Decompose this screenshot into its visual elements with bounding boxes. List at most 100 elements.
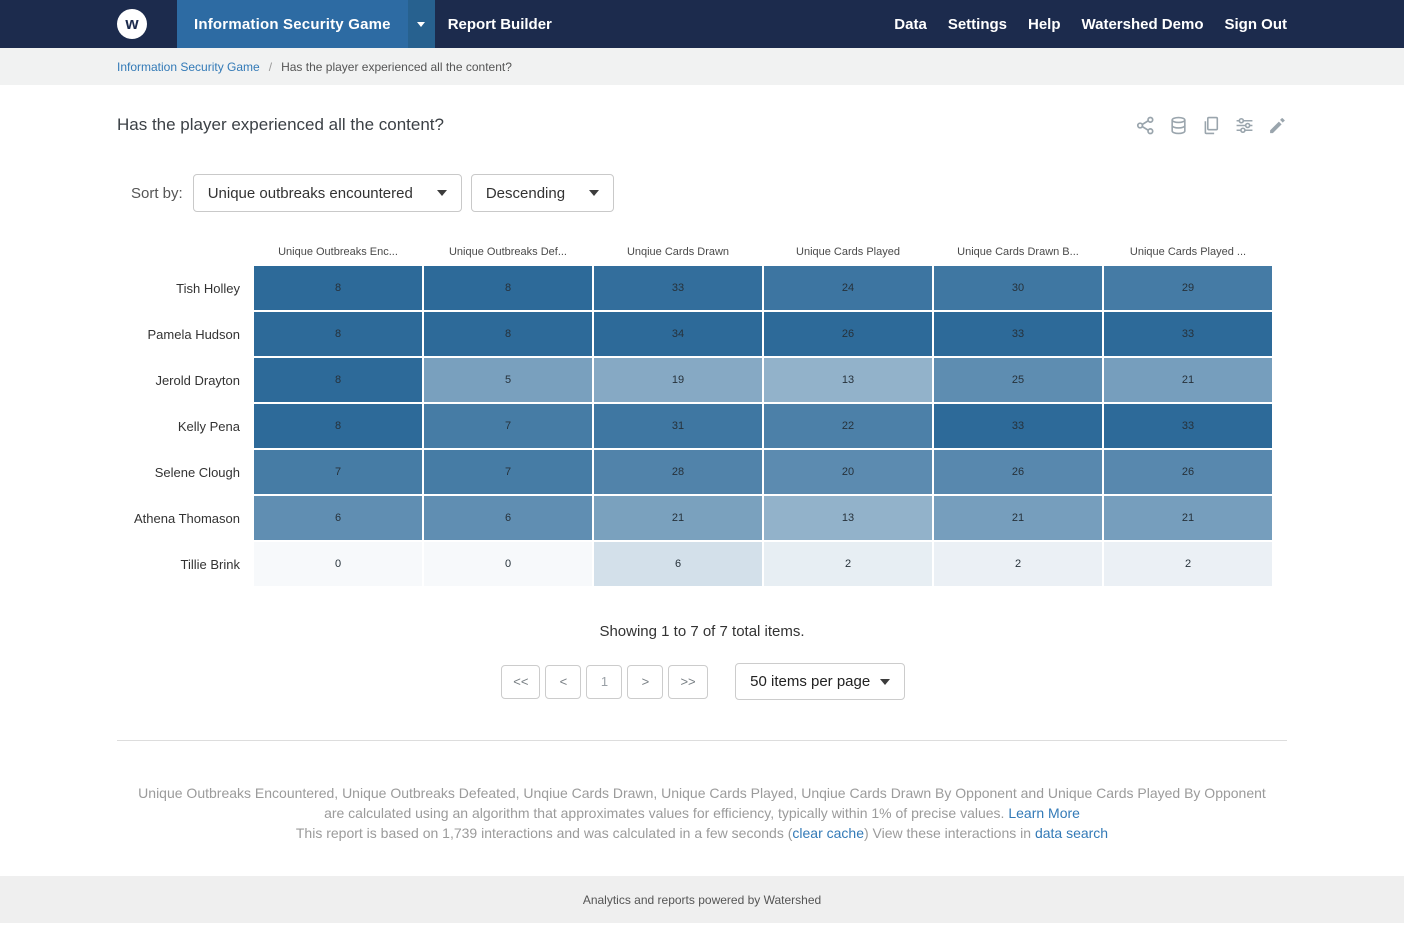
chevron-down-icon: [436, 190, 447, 196]
column-header: Unqiue Cards Drawn: [626, 246, 730, 258]
column-header: Unique Cards Drawn B...: [957, 246, 1079, 258]
heatmap-cell: 8: [254, 266, 422, 310]
interactions-text-prefix: This report is based on 1,739 interactio…: [295, 825, 793, 841]
heatmap-cell: 7: [424, 450, 592, 494]
data-search-link[interactable]: data search: [1034, 825, 1109, 841]
heatmap-cell: 26: [764, 312, 932, 356]
main-content: Has the player experienced all the conte…: [117, 115, 1287, 843]
clear-cache-link[interactable]: clear cache: [792, 825, 864, 841]
nav-link-watershed-demo[interactable]: Watershed Demo: [1081, 15, 1204, 33]
copy-report-icon[interactable]: [1201, 115, 1221, 135]
heatmap-cell: 2: [764, 542, 932, 586]
divider: [117, 740, 1287, 741]
learn-more-link[interactable]: Learn More: [1008, 805, 1080, 821]
items-per-page-dropdown[interactable]: 50 items per page: [735, 663, 906, 700]
heatmap-cell: 21: [594, 496, 762, 540]
heatmap-cell: 8: [254, 404, 422, 448]
heatmap-cell: 24: [764, 266, 932, 310]
next-page-button[interactable]: >: [627, 664, 664, 699]
row-label: Athena Thomason: [134, 510, 240, 526]
app-menu-caret[interactable]: [407, 0, 435, 48]
heatmap-cell: 5: [424, 358, 592, 402]
top-navbar: w Information Security Game Report Build…: [0, 0, 1404, 48]
column-header: Unique Cards Played: [796, 246, 900, 258]
database-icon[interactable]: [1168, 115, 1188, 135]
heatmap-cell: 33: [1104, 312, 1272, 356]
sort-direction-dropdown[interactable]: Descending: [470, 174, 615, 212]
nav-report-builder[interactable]: Report Builder: [447, 15, 552, 33]
heatmap: Unique Outbreaks Enc... Unique Outbreaks …: [117, 246, 1287, 586]
heatmap-cell: 19: [594, 358, 762, 402]
report-options-icon[interactable]: [1234, 115, 1254, 135]
disclaimer-text: Unique Outbreaks Encountered, Unique Out…: [138, 785, 1266, 821]
watershed-logo[interactable]: w: [117, 9, 147, 39]
nav-links: Data Settings Help Watershed Demo Sign Out: [894, 0, 1287, 48]
heatmap-cell: 34: [594, 312, 762, 356]
breadcrumb-separator: /: [268, 59, 273, 74]
row-label: Tish Holley: [176, 280, 240, 296]
heatmap-cell: 33: [934, 404, 1102, 448]
nav-link-help[interactable]: Help: [1028, 15, 1061, 33]
heatmap-cell: 33: [1104, 404, 1272, 448]
heatmap-cell: 0: [424, 542, 592, 586]
pagination-summary: Showing 1 to 7 of 7 total items.: [599, 623, 805, 640]
heatmap-cell: 31: [594, 404, 762, 448]
heatmap-cell: 8: [424, 312, 592, 356]
pagination-controls: << < 1 > >> 50 items per page: [117, 663, 1287, 700]
chevron-down-icon: [589, 190, 600, 196]
report-toolbar: [1135, 115, 1287, 135]
heatmap-cell: 25: [934, 358, 1102, 402]
current-page-button[interactable]: 1: [586, 664, 623, 699]
row-label: Jerold Drayton: [155, 372, 240, 388]
nav-link-settings[interactable]: Settings: [947, 15, 1007, 33]
heatmap-cell: 6: [254, 496, 422, 540]
heatmap-cell: 21: [1104, 496, 1272, 540]
heatmap-cell: 21: [934, 496, 1102, 540]
page-title: Has the player experienced all the conte…: [117, 115, 444, 134]
heatmap-cell: 30: [934, 266, 1102, 310]
heatmap-cell: 13: [764, 358, 932, 402]
app-menu-label: Information Security Game: [194, 15, 391, 33]
row-label: Selene Clough: [154, 464, 240, 480]
heatmap-cell: 33: [934, 312, 1102, 356]
nav-link-sign-out[interactable]: Sign Out: [1224, 15, 1288, 33]
app-menu-label-wrap[interactable]: Information Security Game: [177, 0, 408, 48]
logo-letter: w: [125, 14, 139, 33]
prev-page-button[interactable]: <: [545, 664, 582, 699]
heatmap-cell: 6: [424, 496, 592, 540]
breadcrumb: Information Security Game / Has the play…: [0, 48, 1404, 85]
heatmap-cell: 28: [594, 450, 762, 494]
interactions-text-middle: ) View these interactions in: [863, 825, 1035, 841]
app-menu[interactable]: Information Security Game: [177, 0, 435, 48]
first-page-button[interactable]: <<: [501, 664, 541, 699]
heatmap-cell: 13: [764, 496, 932, 540]
heatmap-cell: 7: [254, 450, 422, 494]
row-label: Tillie Brink: [180, 556, 240, 572]
heatmap-cell: 8: [424, 266, 592, 310]
heatmap-cell: 2: [934, 542, 1102, 586]
powered-by-bar: Analytics and reports powered by Watersh…: [0, 876, 1404, 923]
sort-direction-value: Descending: [485, 184, 566, 202]
column-header: Unique Outbreaks Def...: [448, 246, 567, 258]
report-footnotes: Unique Outbreaks Encountered, Unique Out…: [117, 783, 1287, 843]
sort-field-value: Unique outbreaks encountered: [207, 184, 413, 202]
column-header: Unique Cards Played ...: [1129, 246, 1247, 258]
sort-field-dropdown[interactable]: Unique outbreaks encountered: [192, 174, 462, 212]
heatmap-cell: 22: [764, 404, 932, 448]
share-icon[interactable]: [1135, 115, 1155, 135]
last-page-button[interactable]: >>: [668, 664, 708, 699]
heatmap-cell: 26: [1104, 450, 1272, 494]
heatmap-cell: 8: [254, 358, 422, 402]
row-label: Pamela Hudson: [147, 326, 241, 342]
column-header: Unique Outbreaks Enc...: [278, 246, 398, 258]
heatmap-cell: 0: [254, 542, 422, 586]
heatmap-cell: 6: [594, 542, 762, 586]
nav-link-data[interactable]: Data: [894, 15, 927, 33]
heatmap-cell: 20: [764, 450, 932, 494]
breadcrumb-parent-link[interactable]: Information Security Game: [117, 59, 260, 74]
items-per-page-value: 50 items per page: [750, 673, 871, 690]
breadcrumb-current: Has the player experienced all the conte…: [281, 59, 512, 74]
edit-icon[interactable]: [1267, 115, 1287, 135]
row-label: Kelly Pena: [177, 418, 240, 434]
logo-wrap: w: [117, 0, 147, 48]
